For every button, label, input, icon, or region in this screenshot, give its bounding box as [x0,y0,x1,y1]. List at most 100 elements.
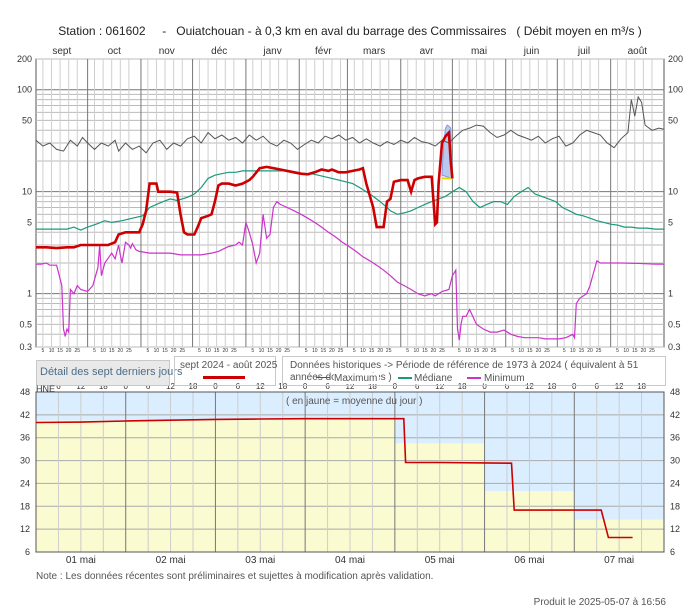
hour-tick-label: 18 [368,382,377,391]
current-legend-label: sept 2024 - août 2025 [180,360,278,371]
day-tick-label: 10 [360,348,366,354]
annual-series [35,95,665,341]
day-tick-label: 5 [305,348,308,354]
current-legend-swatch [203,376,245,379]
day-tick-label: 25 [126,348,132,354]
day-label: 05 mai [425,555,455,566]
day-tick-label: 5 [41,348,44,354]
day-tick-label: 15 [632,348,638,354]
day-tick-label: 25 [338,348,344,354]
weekly-y-label-right: 6 [670,547,675,557]
month-label: sept [52,46,71,57]
day-label: 02 mai [156,555,186,566]
day-tick-label: 10 [465,348,471,354]
month-label: août [628,46,648,57]
weekly-y-label-left: 6 [25,547,30,557]
current-legend-box [174,356,276,386]
day-label: 03 mai [245,555,275,566]
hour-tick-label: 6 [505,382,510,391]
minimum-series-line [36,200,664,341]
hour-tick-label: 0 [303,382,308,391]
day-tick-label: 15 [579,348,585,354]
month-label: nov [159,46,175,57]
day-tick-label: 5 [511,348,514,354]
maximum-series-line [35,95,665,154]
day-tick-label: 20 [482,348,488,354]
median-legend-swatch [398,377,412,379]
hour-tick-label: 6 [146,382,151,391]
day-tick-label: 25 [649,348,655,354]
weekly-y-label-left: 24 [20,478,30,488]
day-tick-label: 25 [386,348,392,354]
day-label: 04 mai [335,555,365,566]
hour-tick-label: 12 [435,382,444,391]
weekly-axis-labels: 6 12 18 0 6 12 18 0 6 12 18 0 6 12 18 0 6 12 18 0 6 12 18 0 6 12 1… [20,382,680,566]
hour-tick-label: 6 [56,382,61,391]
current-series-line [36,129,454,250]
hour-tick-label: 12 [346,382,355,391]
hour-tick-label: 18 [278,382,287,391]
month-label: avr [420,46,435,57]
day-tick-label: 15 [109,348,115,354]
hour-tick-label: 0 [393,382,398,391]
hour-tick-label: 12 [76,382,85,391]
chart-title: Station : 061602 - Ouiatchouan - à 0,3 k… [58,24,642,38]
month-label: mai [471,46,487,57]
historic-legend-box [282,356,666,386]
hour-tick-label: 18 [99,382,108,391]
y-tick-label-left: 0.5 [19,319,32,329]
day-tick-label: 5 [406,348,409,354]
weekly-y-label-right: 42 [670,410,680,420]
min-legend-swatch [467,377,481,379]
day-tick-label: 5 [616,348,619,354]
day-tick-label: 25 [179,348,185,354]
hour-tick-label: 6 [236,382,241,391]
day-tick-label: 25 [544,348,550,354]
month-label: janv [262,46,281,57]
day-tick-label: 15 [267,348,273,354]
day-tick-label: 10 [205,348,211,354]
hourly-flow-line [35,417,633,539]
day-tick-label: 20 [641,348,647,354]
y-tick-label-right: 10 [668,187,678,197]
day-tick-label: 10 [312,348,318,354]
y-tick-label-left: 200 [17,54,32,64]
day-label: 01 mai [66,555,96,566]
hour-tick-label: 0 [482,382,487,391]
weekly-y-label-left: 18 [20,501,30,511]
detail-legend-label: Détail des sept derniers jours [40,366,183,378]
month-label: mars [363,46,385,57]
day-label: 07 mai [604,555,634,566]
hour-tick-label: 12 [166,382,175,391]
weekly-y-label-right: 18 [670,501,680,511]
month-label: juil [577,46,590,57]
y-tick-label-right: 50 [668,115,678,125]
weekly-y-label-right: 48 [670,387,680,397]
day-tick-label: 5 [353,348,356,354]
y-tick-label-left: 0.3 [19,342,32,352]
hour-tick-label: 6 [415,382,420,391]
day-tick-label: 20 [222,348,228,354]
weekly-y-label-left: 36 [20,433,30,443]
day-tick-label: 25 [284,348,290,354]
weekly-plot-frame [35,391,665,553]
day-tick-label: 25 [75,348,81,354]
hour-tick-label: 12 [615,382,624,391]
weekly-y-label-left: 48 [20,387,30,397]
day-tick-label: 10 [259,348,265,354]
y-tick-label-left: 5 [27,217,32,227]
day-tick-label: 10 [154,348,160,354]
day-tick-label: 5 [146,348,149,354]
y-tick-label-right: 100 [668,85,683,95]
hour-tick-label: 18 [637,382,646,391]
median-series-line [36,170,664,231]
day-tick-label: 10 [623,348,629,354]
day-tick-label: 15 [162,348,168,354]
day-tick-label: 15 [422,348,428,354]
produced-date: Produit le 2025-05-07 à 16:56 [533,597,666,608]
day-tick-label: 5 [93,348,96,354]
day-tick-label: 15 [369,348,375,354]
day-tick-label: 25 [231,348,237,354]
day-tick-label: 20 [171,348,177,354]
